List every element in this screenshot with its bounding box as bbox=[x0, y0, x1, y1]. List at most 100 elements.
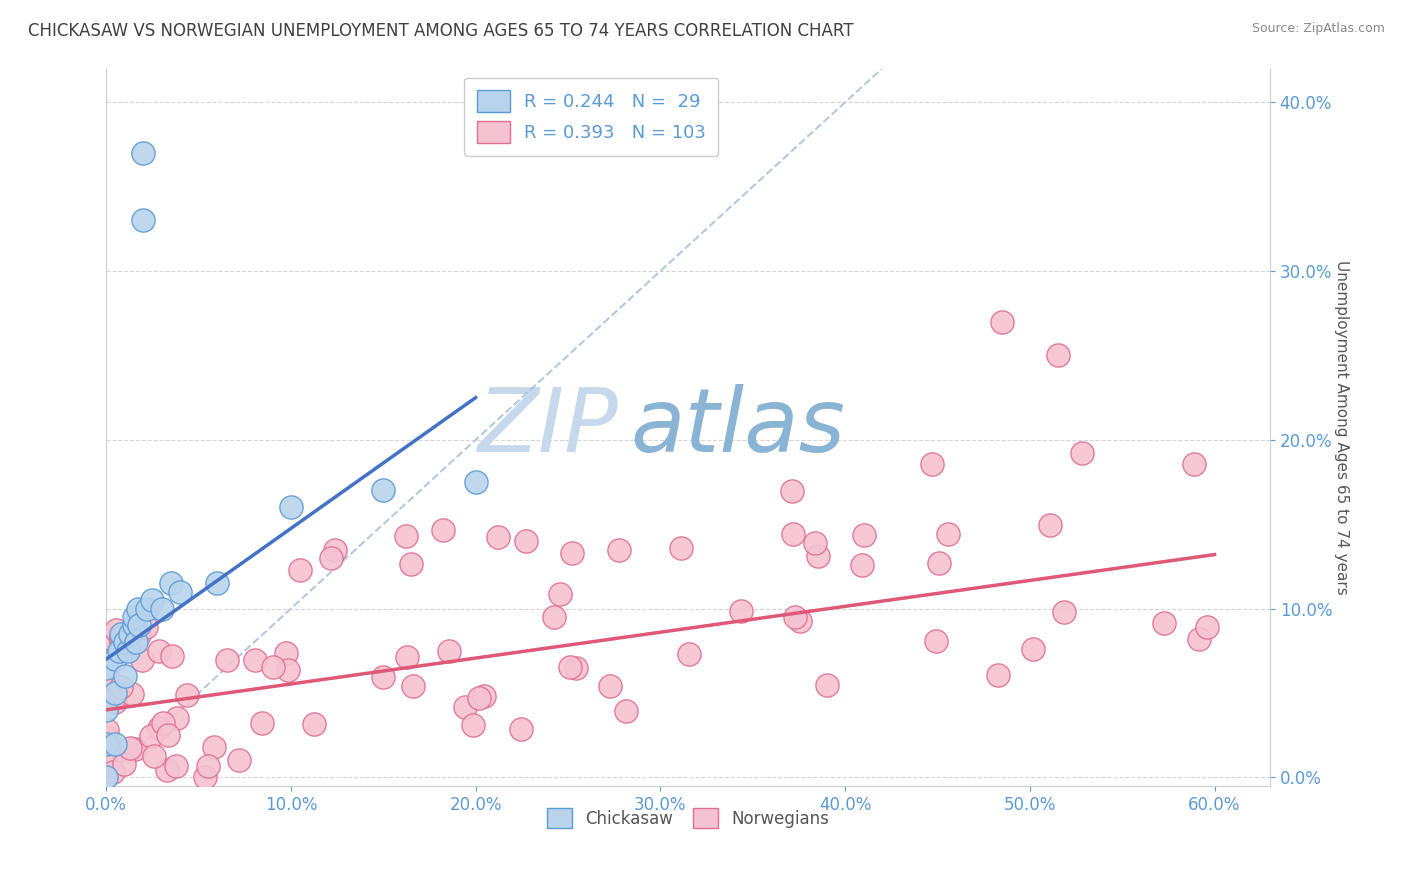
Point bbox=[148, 721, 170, 735]
Point bbox=[1195, 620, 1218, 634]
Point bbox=[194, 770, 217, 784]
Point bbox=[157, 728, 180, 742]
Point bbox=[1053, 605, 1076, 619]
Point bbox=[104, 652, 127, 666]
Point bbox=[276, 647, 298, 661]
Point bbox=[402, 680, 425, 694]
Point bbox=[936, 527, 959, 541]
Point bbox=[550, 587, 572, 601]
Point bbox=[851, 558, 873, 572]
Point bbox=[1182, 457, 1205, 471]
Point bbox=[165, 759, 187, 773]
Point bbox=[789, 615, 811, 629]
Point bbox=[987, 668, 1010, 682]
Point bbox=[98, 752, 121, 766]
Point bbox=[148, 644, 170, 658]
Point bbox=[472, 689, 495, 703]
Point bbox=[117, 644, 139, 658]
Point bbox=[486, 530, 509, 544]
Point bbox=[150, 601, 173, 615]
Point bbox=[853, 528, 876, 542]
Point bbox=[780, 483, 803, 498]
Point bbox=[280, 500, 302, 515]
Point bbox=[510, 722, 533, 736]
Point bbox=[176, 688, 198, 702]
Point bbox=[928, 557, 950, 571]
Point bbox=[228, 753, 250, 767]
Point bbox=[132, 145, 155, 160]
Point bbox=[396, 649, 419, 664]
Point bbox=[1071, 446, 1094, 460]
Point bbox=[262, 659, 284, 673]
Point bbox=[565, 661, 588, 675]
Point bbox=[101, 765, 124, 780]
Point bbox=[103, 691, 125, 706]
Point bbox=[197, 759, 219, 773]
Point bbox=[250, 715, 273, 730]
Point bbox=[166, 711, 188, 725]
Point bbox=[96, 723, 118, 737]
Point bbox=[118, 740, 141, 755]
Text: atlas: atlas bbox=[630, 384, 845, 470]
Y-axis label: Unemployment Among Ages 65 to 74 years: Unemployment Among Ages 65 to 74 years bbox=[1334, 260, 1348, 595]
Point bbox=[105, 623, 128, 637]
Point bbox=[921, 457, 943, 471]
Point bbox=[730, 604, 752, 618]
Point bbox=[160, 576, 183, 591]
Point bbox=[125, 635, 148, 649]
Point bbox=[124, 742, 146, 756]
Point bbox=[558, 660, 581, 674]
Point bbox=[141, 593, 163, 607]
Point bbox=[290, 563, 312, 577]
Point bbox=[110, 680, 132, 694]
Point bbox=[156, 764, 179, 778]
Point bbox=[205, 576, 228, 591]
Point bbox=[1022, 642, 1045, 657]
Point bbox=[454, 700, 477, 714]
Point bbox=[110, 630, 132, 644]
Point bbox=[804, 536, 827, 550]
Point bbox=[543, 610, 565, 624]
Point bbox=[104, 686, 127, 700]
Point bbox=[160, 648, 183, 663]
Point bbox=[515, 533, 537, 548]
Point bbox=[319, 550, 342, 565]
Point bbox=[108, 644, 131, 658]
Point bbox=[1153, 615, 1175, 630]
Point bbox=[114, 669, 136, 683]
Point bbox=[215, 653, 238, 667]
Point bbox=[152, 716, 174, 731]
Point bbox=[807, 549, 830, 563]
Point bbox=[783, 610, 806, 624]
Point bbox=[122, 618, 145, 632]
Point bbox=[96, 737, 118, 751]
Point bbox=[304, 717, 326, 731]
Point bbox=[143, 748, 166, 763]
Point bbox=[561, 545, 583, 559]
Point bbox=[202, 740, 225, 755]
Point bbox=[127, 601, 149, 615]
Point bbox=[373, 483, 395, 498]
Point bbox=[104, 695, 127, 709]
Point bbox=[96, 703, 118, 717]
Point bbox=[323, 542, 346, 557]
Point bbox=[120, 627, 142, 641]
Point bbox=[437, 644, 460, 658]
Point bbox=[1039, 517, 1062, 532]
Point bbox=[96, 770, 118, 784]
Point bbox=[782, 527, 804, 541]
Text: CHICKASAW VS NORWEGIAN UNEMPLOYMENT AMONG AGES 65 TO 74 YEARS CORRELATION CHART: CHICKASAW VS NORWEGIAN UNEMPLOYMENT AMON… bbox=[28, 22, 853, 40]
Point bbox=[110, 634, 132, 648]
Point bbox=[1188, 632, 1211, 647]
Text: Source: ZipAtlas.com: Source: ZipAtlas.com bbox=[1251, 22, 1385, 36]
Point bbox=[104, 737, 127, 751]
Point bbox=[395, 529, 418, 543]
Point bbox=[169, 584, 191, 599]
Point bbox=[97, 731, 120, 745]
Point bbox=[96, 660, 118, 674]
Point bbox=[991, 315, 1014, 329]
Point bbox=[114, 635, 136, 649]
Text: ZIP: ZIP bbox=[478, 384, 619, 470]
Point bbox=[371, 670, 394, 684]
Point bbox=[432, 523, 454, 537]
